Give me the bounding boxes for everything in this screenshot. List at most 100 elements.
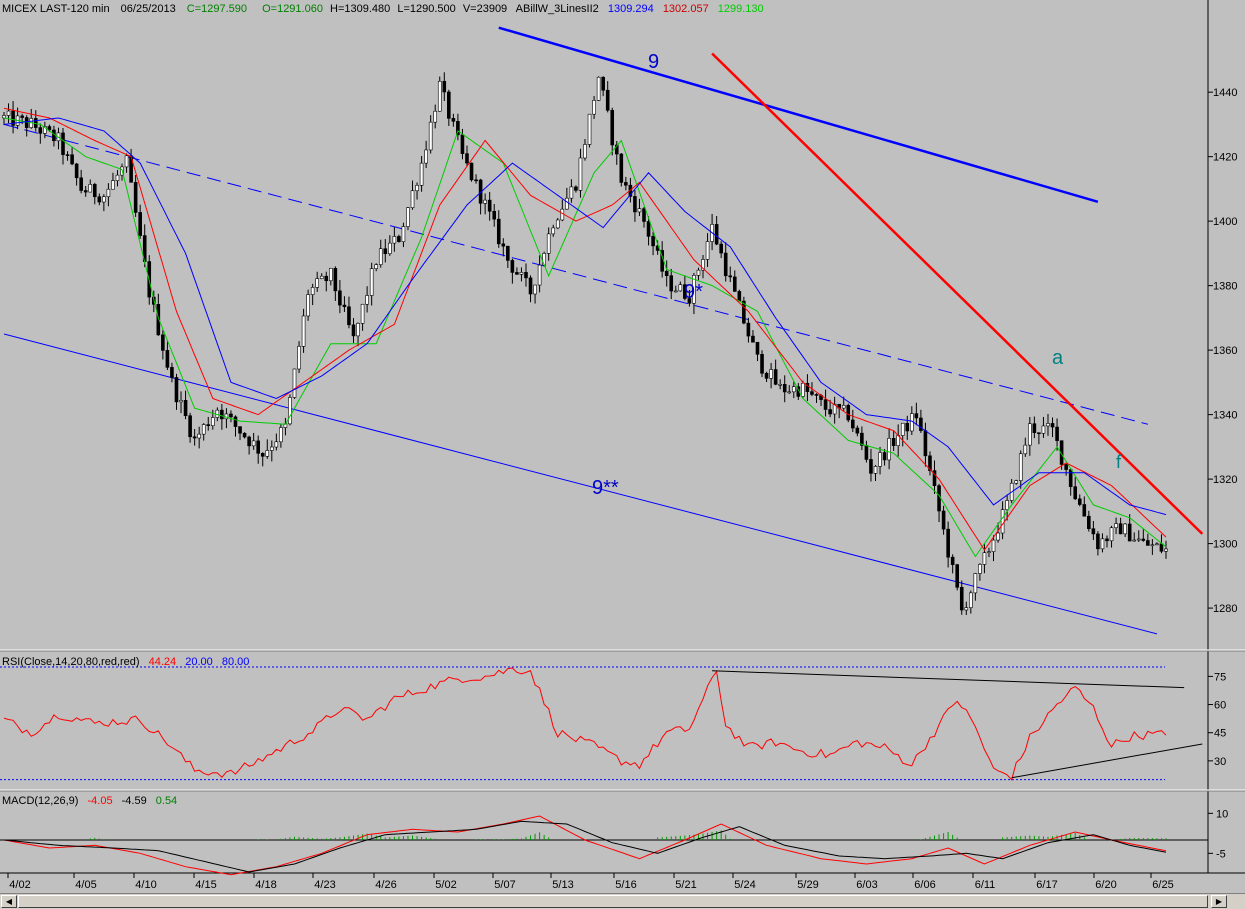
candle-body — [891, 438, 896, 446]
candle-body — [664, 270, 669, 276]
candle-body — [161, 334, 165, 351]
candle-body — [220, 409, 224, 420]
candle-body — [914, 413, 919, 419]
candle-body — [796, 386, 801, 397]
wave-label-a: a — [1052, 347, 1064, 369]
candle-body — [501, 243, 506, 247]
candle-body — [751, 335, 755, 343]
candle-body — [401, 226, 406, 242]
x-axis-tick-label: 6/03 — [856, 879, 877, 891]
candle-body — [333, 267, 338, 292]
candle-body — [810, 391, 814, 395]
candle-body — [860, 432, 864, 446]
rsi-y-tick-label: 60 — [1214, 700, 1226, 712]
candle-body — [587, 113, 592, 145]
candle-body — [515, 272, 519, 275]
candle-body — [319, 275, 324, 279]
candle-body — [869, 459, 873, 474]
candle-body — [1159, 543, 1164, 552]
x-axis: 4/02 4/05 4/10 4/15 4/18 4/23 4/26 5/02 5/07 5/13… — [7, 873, 1174, 891]
rsi-value: 44.24 — [149, 656, 177, 668]
rsi-header: RSI(Close,14,20,80,red,red) 44.24 20.00 … — [2, 656, 249, 668]
candle-body — [923, 430, 928, 457]
candle-body — [238, 426, 242, 434]
candle-body — [1109, 527, 1114, 542]
candle-body — [583, 144, 587, 159]
scroll-thumb[interactable] — [18, 895, 1208, 908]
candle-body — [79, 177, 83, 191]
candle-body — [437, 80, 442, 112]
candle-body — [288, 397, 292, 425]
horizontal-scrollbar[interactable]: ◀ ▶ — [0, 893, 1245, 909]
candle-body — [996, 532, 1000, 541]
candle-body — [492, 210, 497, 220]
candle-body — [474, 179, 478, 182]
candle-body — [973, 573, 978, 594]
candle-body — [932, 470, 937, 486]
candle-body — [701, 259, 705, 271]
price-y-tick-label: 1340 — [1213, 410, 1237, 422]
candle-body — [1046, 423, 1050, 427]
candle-body — [978, 564, 982, 574]
candle-body — [201, 424, 206, 435]
candle-body — [1132, 539, 1137, 542]
x-axis-tick-label: 5/02 — [435, 879, 456, 891]
wave-label-f: f — [1116, 452, 1122, 472]
trendline-dashed-channel — [3, 123, 1148, 425]
candle-body — [451, 118, 456, 122]
candle-body — [905, 422, 910, 432]
candle-body — [496, 218, 501, 245]
price-y-tick-label: 1300 — [1213, 539, 1237, 551]
candle-body — [1068, 469, 1073, 487]
candle-body — [841, 404, 846, 409]
candle-body — [887, 438, 891, 461]
candle-body — [165, 350, 170, 368]
candle-body — [878, 452, 882, 467]
candle-body — [115, 174, 120, 181]
candle-body — [651, 236, 655, 247]
candle-body — [197, 433, 201, 439]
candle-body — [959, 586, 964, 611]
candle-body — [760, 354, 764, 374]
x-axis-tick-label: 6/06 — [914, 879, 935, 891]
scroll-right-button[interactable]: ▶ — [1211, 895, 1227, 908]
candle-body — [955, 564, 960, 588]
candle-body — [1055, 426, 1059, 441]
header-high: H=1309.480 — [330, 3, 390, 15]
candle-body — [592, 100, 596, 115]
candle-body — [442, 80, 447, 93]
macd-v2: -4.59 — [122, 795, 147, 807]
x-axis-tick-label: 4/26 — [375, 879, 396, 891]
candle-body — [428, 121, 433, 151]
candle-body — [864, 445, 869, 460]
x-axis-tick-label: 6/25 — [1152, 879, 1173, 891]
candle-body — [43, 126, 47, 134]
candle-body — [233, 416, 238, 427]
candle-body — [338, 290, 342, 306]
candle-body — [673, 290, 678, 293]
candle-body — [610, 109, 615, 146]
candle-body — [310, 287, 315, 295]
wave-label-9: 9 — [648, 51, 659, 73]
candle-body — [719, 243, 723, 254]
candle-body — [782, 384, 787, 393]
scroll-left-button[interactable]: ◀ — [1, 895, 17, 908]
candle-body — [329, 267, 333, 282]
x-axis-tick-label: 4/18 — [255, 879, 276, 891]
x-axis-tick-label: 4/23 — [314, 879, 335, 891]
candle-body — [851, 419, 855, 429]
wave-label-9-star: 9* — [684, 281, 703, 303]
candle-body — [192, 436, 197, 439]
candle-body — [1150, 544, 1155, 547]
candle-body — [778, 384, 782, 386]
candle-body — [20, 115, 24, 118]
candle-body — [97, 196, 102, 203]
candle-body — [683, 284, 687, 299]
candle-body — [433, 110, 438, 123]
candle-body — [38, 127, 43, 134]
price-y-axis: 1280 1300 1320 1340 1360 1380 1400 1420 1440 — [1208, 87, 1237, 615]
rsi-label: RSI(Close,14,20,80,red,red) — [2, 656, 140, 668]
candle-body — [1082, 504, 1087, 517]
header-open: O=1291.060 — [262, 3, 323, 15]
